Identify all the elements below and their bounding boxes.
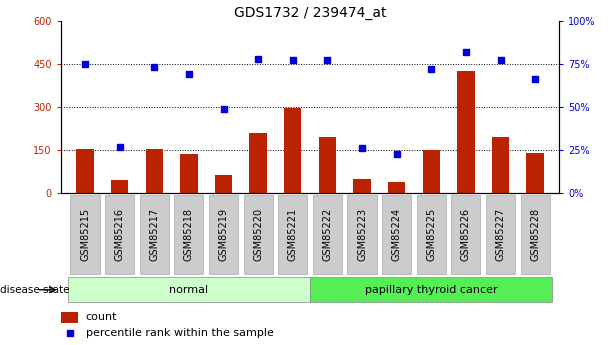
Bar (215, 175, 232, 193)
FancyBboxPatch shape (382, 195, 411, 274)
Point (426, 66, 436, 72)
Text: GSM85216: GSM85216 (115, 208, 125, 261)
Bar (61, 312, 78, 323)
Bar (284, 108, 302, 193)
Point (461, 49, 471, 55)
FancyBboxPatch shape (244, 195, 272, 274)
Bar (319, 137, 336, 193)
Bar (146, 149, 163, 193)
Text: GSM85218: GSM85218 (184, 208, 194, 261)
Bar (180, 155, 198, 193)
Bar (249, 133, 267, 193)
Text: disease state: disease state (0, 285, 69, 295)
Point (219, 106, 229, 111)
Bar (457, 71, 474, 193)
Point (150, 65, 159, 70)
FancyBboxPatch shape (310, 277, 553, 302)
Text: normal: normal (170, 285, 209, 295)
Title: GDS1732 / 239474_at: GDS1732 / 239474_at (234, 6, 386, 20)
Point (115, 144, 125, 149)
FancyBboxPatch shape (140, 195, 169, 274)
Text: GSM85219: GSM85219 (218, 208, 229, 261)
FancyBboxPatch shape (486, 195, 515, 274)
Text: GSM85215: GSM85215 (80, 208, 90, 261)
Bar (111, 180, 128, 193)
Bar (77, 149, 94, 193)
Text: GSM85226: GSM85226 (461, 208, 471, 261)
FancyBboxPatch shape (416, 195, 446, 274)
Text: percentile rank within the sample: percentile rank within the sample (86, 328, 274, 338)
Point (496, 58, 505, 63)
Point (530, 77, 540, 82)
Text: count: count (86, 313, 117, 322)
Bar (423, 150, 440, 193)
Text: GSM85222: GSM85222 (322, 208, 333, 261)
Point (322, 58, 332, 63)
Text: GSM85225: GSM85225 (426, 208, 437, 261)
Point (288, 58, 298, 63)
Text: GSM85223: GSM85223 (357, 208, 367, 261)
Bar (492, 137, 509, 193)
Point (254, 56, 263, 61)
Point (392, 151, 401, 156)
Bar (353, 179, 371, 193)
FancyBboxPatch shape (67, 277, 310, 302)
FancyBboxPatch shape (313, 195, 342, 274)
Text: GSM85221: GSM85221 (288, 208, 298, 261)
FancyBboxPatch shape (520, 195, 550, 274)
FancyBboxPatch shape (278, 195, 307, 274)
Text: GSM85220: GSM85220 (253, 208, 263, 261)
Text: GSM85227: GSM85227 (496, 208, 505, 261)
FancyBboxPatch shape (105, 195, 134, 274)
Bar (527, 153, 544, 193)
FancyBboxPatch shape (174, 195, 204, 274)
Point (80, 61, 90, 67)
Point (357, 146, 367, 151)
FancyBboxPatch shape (209, 195, 238, 274)
Text: GSM85217: GSM85217 (150, 208, 159, 261)
FancyBboxPatch shape (451, 195, 480, 274)
Bar (388, 182, 406, 193)
Text: GSM85228: GSM85228 (530, 208, 540, 261)
Text: papillary thyroid cancer: papillary thyroid cancer (365, 285, 497, 295)
Point (64, 330, 74, 336)
FancyBboxPatch shape (71, 195, 100, 274)
Text: GSM85224: GSM85224 (392, 208, 402, 261)
Point (184, 71, 194, 77)
FancyBboxPatch shape (347, 195, 376, 274)
